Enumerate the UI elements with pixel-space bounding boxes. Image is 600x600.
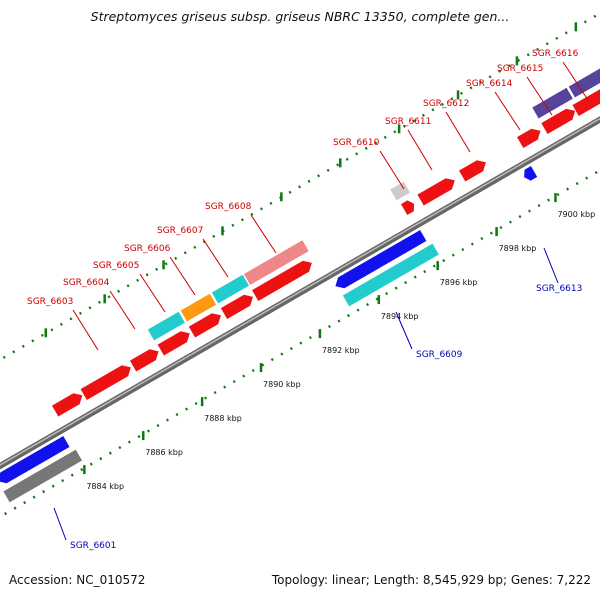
upper-dotted-track [0, 11, 600, 362]
gene-leader-line [72, 309, 99, 351]
gene-red[interactable] [400, 199, 415, 216]
gene-label[interactable]: SGR_6611 [385, 117, 431, 127]
gene-label[interactable]: SGR_6608 [205, 202, 252, 212]
gene-red[interactable] [51, 392, 83, 418]
gene-orange[interactable] [180, 293, 217, 323]
gene-red[interactable] [458, 159, 487, 183]
gene-label[interactable]: SGR_6614 [466, 79, 513, 89]
gene-purple[interactable] [568, 66, 600, 99]
gene-red[interactable] [516, 128, 542, 149]
gene-red[interactable] [79, 364, 132, 401]
gene-purple[interactable] [531, 87, 574, 120]
gene-label[interactable]: SGR_6601 [70, 541, 116, 551]
gene-label[interactable]: SGR_6610 [333, 138, 380, 148]
gene-leader-line [109, 290, 136, 330]
gene-blue[interactable] [334, 229, 428, 289]
gene-label[interactable]: SGR_6612 [423, 99, 469, 109]
chromosome-axis-highlight [0, 117, 600, 466]
gene-label[interactable]: SGR_6613 [536, 284, 582, 294]
tick-label: 7896 kbp [440, 278, 478, 287]
gene-cyan[interactable] [342, 243, 440, 307]
gene-label[interactable]: SGR_6606 [124, 244, 171, 254]
gene-gray[interactable] [2, 449, 83, 503]
gene-cyan[interactable] [211, 274, 250, 305]
gene-label[interactable]: SGR_6616 [532, 49, 579, 59]
gene-leader-line [202, 238, 229, 278]
gene-label[interactable]: SGR_6607 [157, 226, 203, 236]
gene-leader-line [379, 150, 405, 190]
gene-label[interactable]: SGR_6604 [63, 278, 110, 288]
gene-leader-line [250, 214, 277, 254]
gene-leader-line [139, 273, 166, 313]
gene-label[interactable]: SGR_6605 [93, 261, 139, 271]
gene-red[interactable] [220, 294, 254, 320]
gene-leader-line [395, 311, 413, 350]
gene-red[interactable] [157, 330, 191, 357]
tick-label: 7892 kbp [322, 346, 360, 355]
gene-leader-line [407, 129, 433, 171]
gene-leader-line [526, 76, 553, 116]
map-title: Streptomyces griseus subsp. griseus NBRC… [90, 9, 510, 24]
gene-pink[interactable] [243, 239, 310, 286]
gene-leader-line [494, 91, 521, 131]
gene-leader-line [543, 247, 559, 284]
gene-red[interactable] [416, 177, 456, 207]
gene-blue[interactable] [523, 165, 538, 182]
gene-red[interactable] [129, 348, 160, 373]
gene-lightgray[interactable] [389, 181, 411, 202]
gene-label[interactable]: SGR_6609 [416, 350, 463, 360]
chromosome-axis [0, 116, 600, 470]
tick-label: 7900 kbp [557, 210, 595, 219]
gene-blue[interactable] [0, 435, 71, 484]
gene-red[interactable] [188, 312, 222, 339]
gene-label[interactable]: SGR_6603 [27, 297, 73, 307]
lower-dotted-track [4, 168, 600, 516]
gene-label[interactable]: SGR_6615 [497, 64, 543, 74]
gene-leader-line [53, 507, 67, 541]
tick-label: 7886 kbp [145, 448, 183, 457]
accession-text: Accession: NC_010572 [9, 573, 146, 587]
gene-leader-line [562, 61, 589, 101]
tick-label: 7890 kbp [263, 380, 301, 389]
genome-summary-text: Topology: linear; Length: 8,545,929 bp; … [271, 573, 591, 587]
tick-label: 7884 kbp [86, 482, 124, 491]
gene-leader-line [445, 111, 471, 153]
gene-red[interactable] [251, 260, 313, 302]
gene-red[interactable] [571, 88, 600, 117]
gene-leader-line [169, 256, 196, 296]
tick-label: 7894 kbp [381, 312, 419, 321]
tick-label: 7888 kbp [204, 414, 242, 423]
tick-label: 7898 kbp [499, 244, 537, 253]
gene-red[interactable] [540, 108, 576, 135]
gene-cyan[interactable] [147, 311, 186, 342]
